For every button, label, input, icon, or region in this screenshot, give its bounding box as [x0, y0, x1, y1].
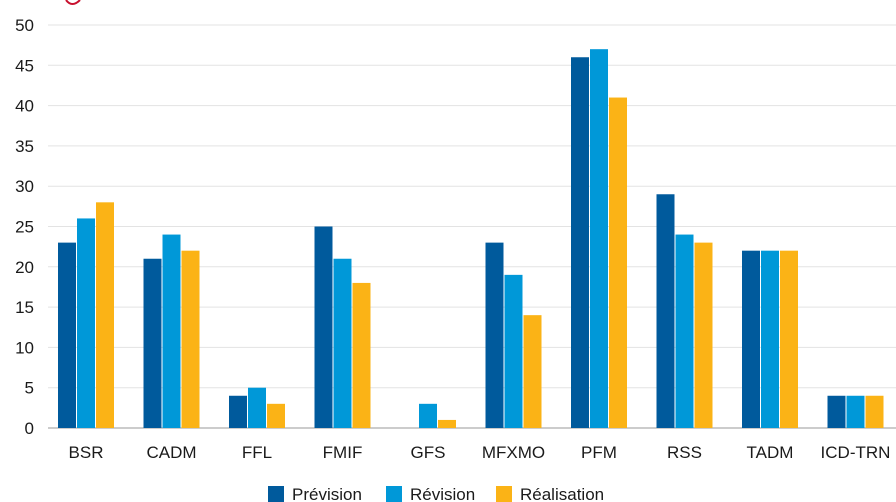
x-category-label: FMIF	[323, 443, 363, 462]
y-tick-label: 40	[15, 97, 34, 116]
x-category-label: BSR	[69, 443, 104, 462]
bar-tadm-3	[780, 250, 798, 428]
x-axis: BSR CADM FFL FMIF GFS MFXMO PFM RSS TADM ICD-TRN	[69, 443, 891, 462]
x-category-label: RSS	[667, 443, 702, 462]
y-tick-label: 10	[15, 338, 34, 357]
bar-cadm-2	[162, 234, 181, 428]
y-tick-label: 25	[15, 218, 34, 237]
bar-rss-1	[656, 194, 675, 428]
bar-pfm-1	[571, 57, 589, 429]
y-tick-label: 0	[25, 419, 34, 438]
x-category-label: CADM	[146, 443, 196, 462]
bar-bsr-1	[58, 242, 76, 428]
bar-rss-3	[694, 242, 713, 428]
bar-ffl-2	[248, 387, 266, 428]
bar-fmif-3	[352, 282, 371, 428]
bar-cadm-3	[181, 250, 200, 428]
bar-bsr-3	[96, 202, 114, 428]
x-category-label: TADM	[747, 443, 794, 462]
bar-icd-trn-3	[865, 395, 884, 428]
bar-mfxmo-2	[504, 274, 523, 428]
legend-swatch	[386, 486, 402, 502]
cropped-title-fragment	[65, 0, 81, 5]
y-tick-label: 5	[25, 379, 34, 398]
bar-cadm-1	[143, 258, 162, 428]
x-category-label: PFM	[581, 443, 617, 462]
y-tick-label: 35	[15, 137, 34, 156]
legend-label: Prévision	[292, 485, 362, 502]
bar-gfs-3	[438, 419, 456, 428]
bar-pfm-2	[590, 49, 608, 429]
bar-ffl-3	[267, 403, 285, 428]
bar-gfs-2	[419, 403, 437, 428]
legend-label: Révision	[410, 485, 475, 502]
bar-pfm-3	[609, 97, 627, 428]
bar-marks	[58, 49, 884, 429]
bar-fmif-1	[314, 226, 333, 428]
x-category-label: FFL	[242, 443, 272, 462]
bar-icd-trn-2	[846, 395, 865, 428]
legend-swatch	[496, 486, 512, 502]
bar-tadm-1	[742, 250, 760, 428]
y-tick-label: 45	[15, 56, 34, 75]
bar-fmif-2	[333, 258, 352, 428]
bar-ffl-1	[229, 395, 247, 428]
bar-tadm-2	[761, 250, 779, 428]
x-category-label: ICD-TRN	[821, 443, 891, 462]
bar-bsr-2	[77, 218, 95, 428]
y-axis: 0 5 10 15 20 25 30 35 40 45 50	[15, 16, 34, 438]
legend: Prévision Révision Réalisation	[268, 485, 604, 502]
y-tick-label: 50	[15, 16, 34, 35]
bar-mfxmo-1	[485, 242, 504, 428]
x-category-label: GFS	[411, 443, 446, 462]
bar-rss-2	[675, 234, 694, 428]
bar-icd-trn-1	[827, 395, 846, 428]
legend-label: Réalisation	[520, 485, 604, 502]
bar-mfxmo-3	[523, 315, 542, 428]
x-category-label: MFXMO	[482, 443, 545, 462]
y-tick-label: 15	[15, 298, 34, 317]
legend-swatch	[268, 486, 284, 502]
y-tick-label: 20	[15, 258, 34, 277]
y-tick-label: 30	[15, 177, 34, 196]
